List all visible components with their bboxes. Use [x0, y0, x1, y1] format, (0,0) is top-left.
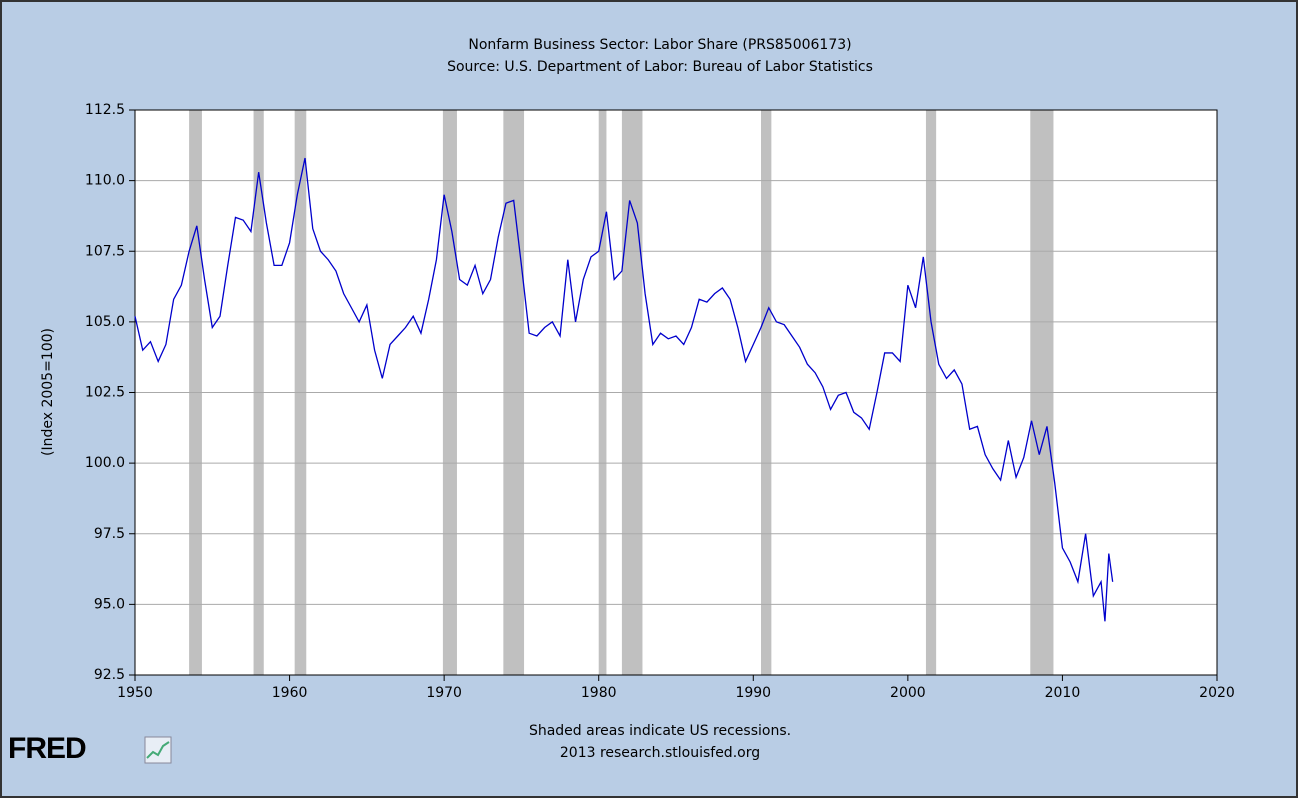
logo-icon-line — [146, 741, 170, 759]
y-axis-label: (Index 2005=100) — [40, 328, 56, 456]
x-tick-label: 1980 — [581, 685, 617, 701]
y-tick-label: 95.0 — [94, 596, 125, 612]
logo: FRED — [8, 732, 86, 765]
chart-title: Nonfarm Business Sector: Labor Share (PR… — [468, 37, 851, 53]
x-tick-label: 2000 — [890, 685, 926, 701]
y-tick-label: 92.5 — [94, 667, 125, 683]
x-tick-label: 1990 — [735, 685, 771, 701]
x-tick-label: 1950 — [117, 685, 153, 701]
x-tick-label: 2020 — [1199, 685, 1235, 701]
x-tick-label: 1960 — [272, 685, 308, 701]
series-line — [134, 157, 1114, 622]
y-tick-label: 105.0 — [85, 314, 125, 330]
y-tick-label: 110.0 — [85, 173, 125, 189]
source: 2013 research.stlouisfed.org — [560, 745, 760, 761]
y-tick-label: 100.0 — [85, 455, 125, 471]
y-tick-label: 102.5 — [85, 385, 125, 401]
y-tick-label: 97.5 — [94, 526, 125, 542]
plot-frame — [134, 109, 1218, 676]
y-tick-label: 107.5 — [85, 243, 125, 259]
x-tick-label: 2010 — [1045, 685, 1081, 701]
note: Shaded areas indicate US recessions. — [529, 723, 791, 739]
x-tick-label: 1970 — [426, 685, 462, 701]
y-tick-label: 112.5 — [85, 102, 125, 118]
logo-icon — [144, 736, 172, 764]
chart-subtitle: Source: U.S. Department of Labor: Bureau… — [447, 59, 873, 75]
